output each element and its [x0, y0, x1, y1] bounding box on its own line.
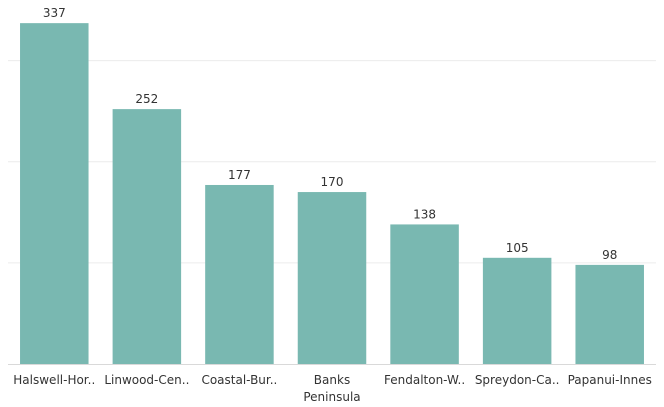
x-tick-label: Linwood-Cen..: [104, 373, 189, 387]
x-tick-label: Papanui-Innes: [568, 373, 652, 387]
x-tick-label: Coastal-Bur..: [201, 373, 277, 387]
bar[interactable]: [482, 257, 552, 364]
bar[interactable]: [575, 264, 644, 364]
x-tick-label: Spreydon-Ca..: [475, 373, 560, 387]
bar-value-label: 105: [506, 241, 529, 255]
x-axis-tick-labels: Halswell-Hor.. Linwood-Cen.. Coastal-Bur..…: [13, 373, 652, 404]
bar-value-label: 337: [43, 6, 66, 20]
bar[interactable]: [20, 23, 89, 365]
bar-value-label: 252: [135, 92, 158, 106]
bar-value-label: 177: [228, 168, 251, 182]
bar-value-label: 170: [321, 175, 344, 189]
x-tick-label: Fendalton-W..: [384, 373, 465, 387]
x-tick-label: Banks Peninsula: [303, 373, 360, 404]
bar[interactable]: [112, 109, 182, 365]
bar[interactable]: [390, 224, 459, 364]
x-tick-label: Halswell-Hor..: [13, 373, 95, 387]
bar[interactable]: [205, 184, 274, 364]
value-labels: 337 252 177 170 138 105 98: [43, 6, 618, 262]
bars: [20, 23, 644, 365]
bar-value-label: 138: [413, 207, 436, 221]
bar[interactable]: [297, 192, 367, 364]
bar-value-label: 98: [602, 248, 617, 262]
